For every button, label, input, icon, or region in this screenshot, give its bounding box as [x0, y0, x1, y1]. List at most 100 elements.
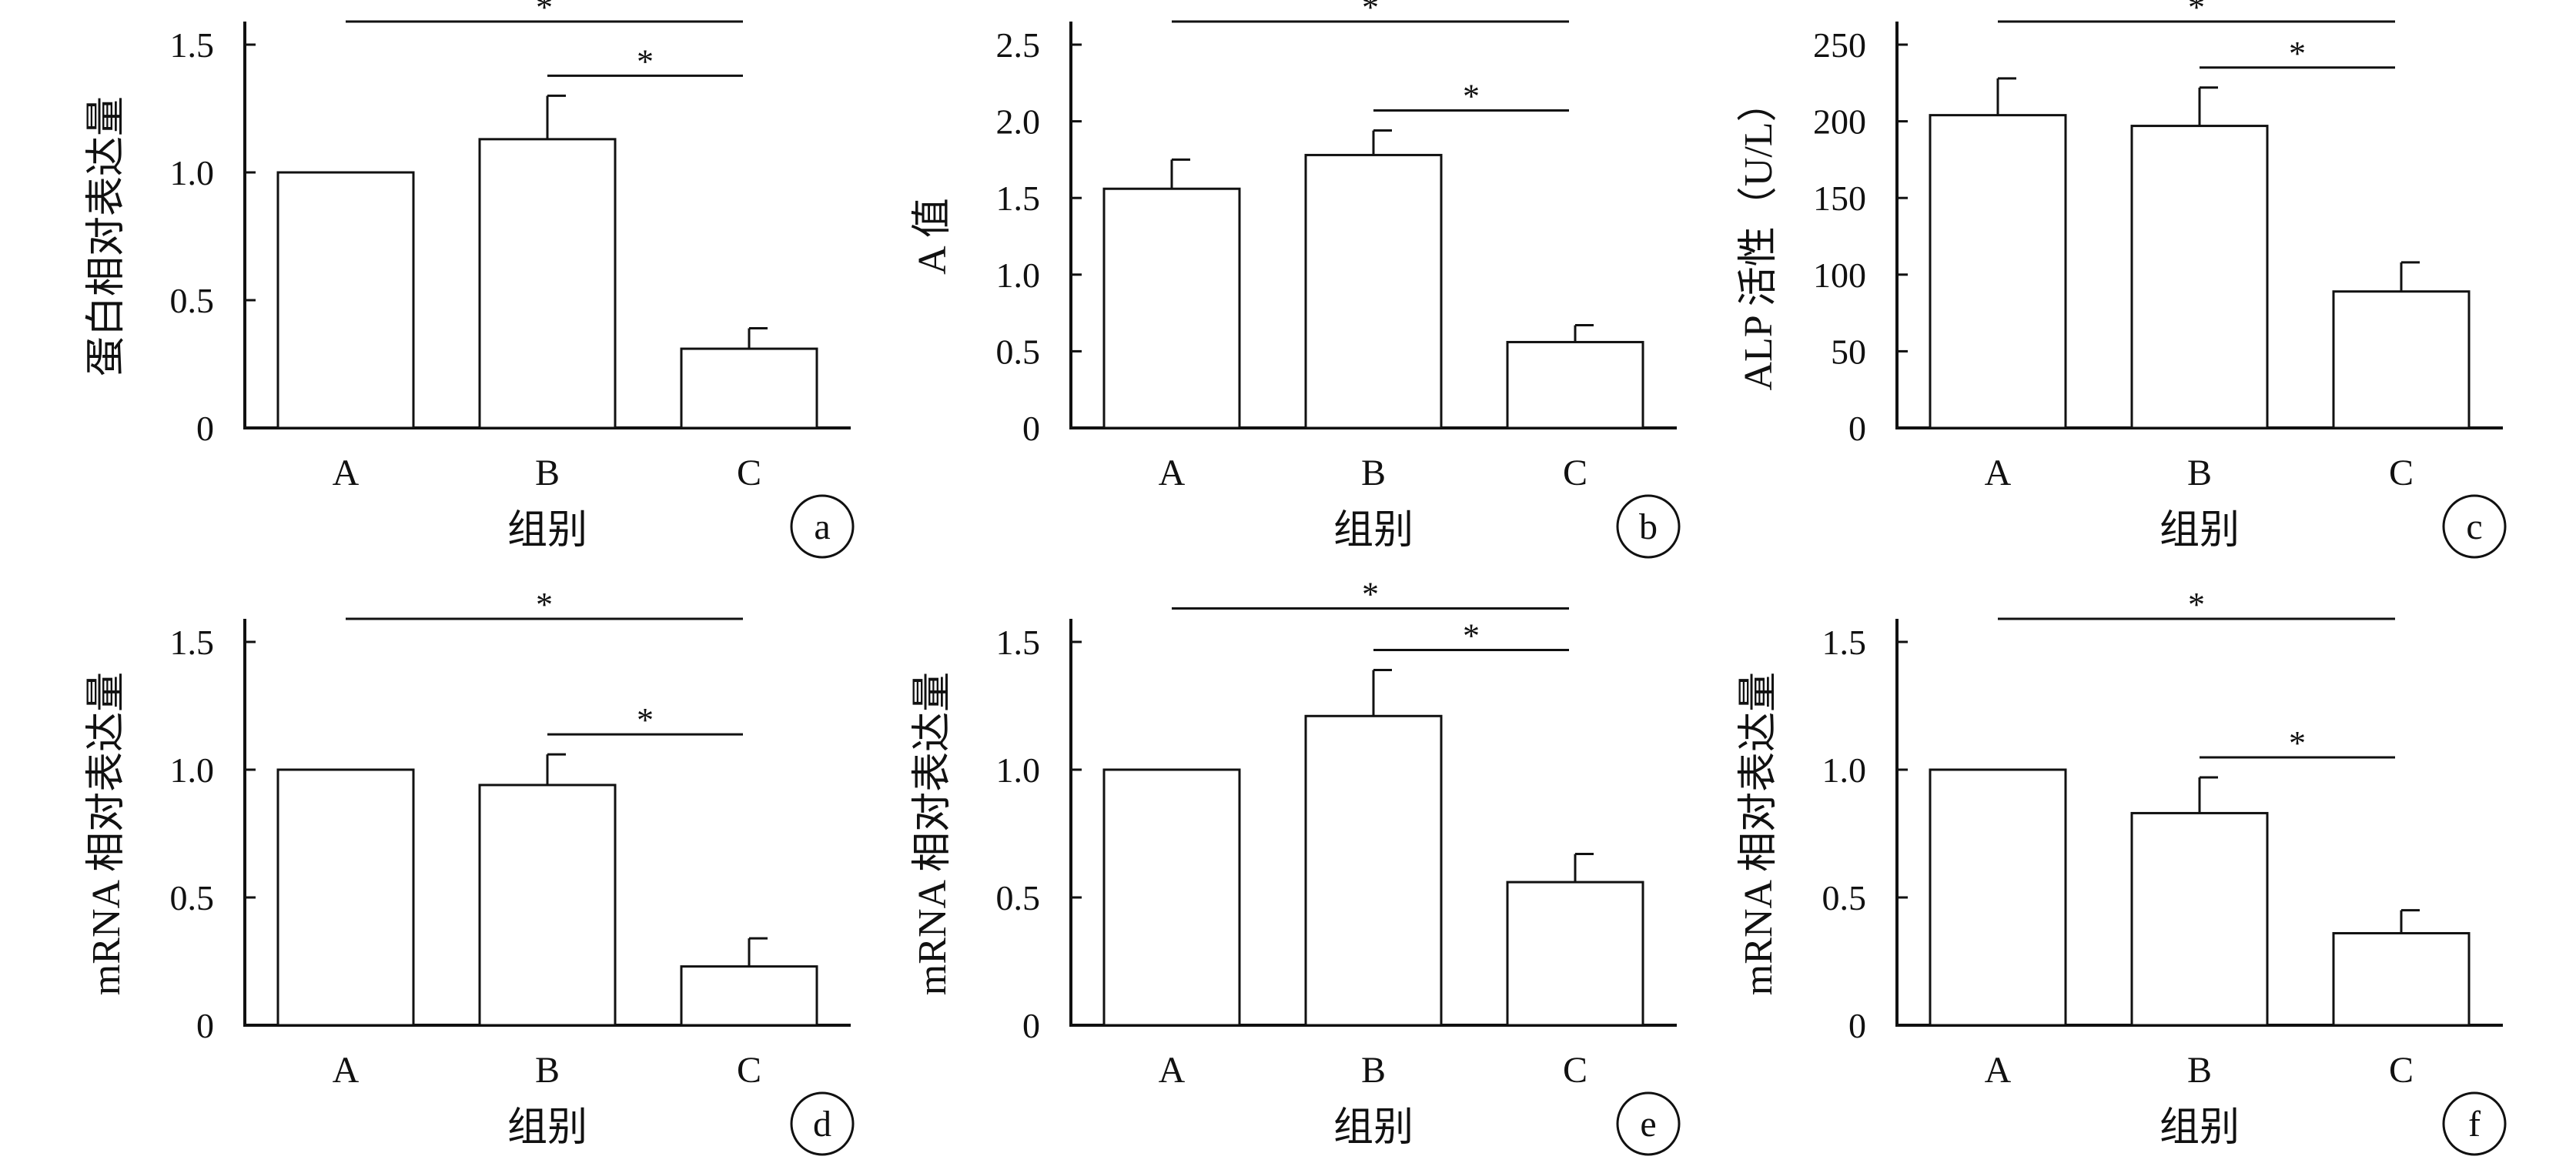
bar-C: [1506, 340, 1644, 429]
y-tick-label: 1.5: [170, 623, 215, 662]
significance-star: *: [1463, 617, 1480, 655]
y-tick-label: 1.0: [996, 256, 1041, 295]
chart-panel-e: 0 0.5 1.0 1.5 A B C * * 组别 mRNA 相对表达量 e: [826, 576, 1681, 1173]
y-tick-label: 0.5: [170, 281, 215, 320]
x-tick-label: B: [2187, 453, 2212, 493]
bar-B: [2130, 811, 2269, 1027]
y-axis-title: A 值: [911, 198, 955, 275]
y-tick-label: 2.0: [996, 102, 1041, 142]
x-tick-label: A: [1159, 453, 1186, 493]
significance-star: *: [2289, 35, 2306, 72]
x-tick-label: C: [737, 1050, 761, 1091]
chart-svg-b: 0 0.5 1.0 1.5 2.0 2.5 A B C * * 组别 A 值 b: [911, 0, 1681, 559]
y-tick-label: 2.5: [996, 25, 1041, 65]
significance-star: *: [2188, 0, 2205, 26]
bar-B: [478, 784, 617, 1027]
bar-A: [276, 171, 415, 429]
y-tick-label: 0: [196, 409, 214, 448]
panel-label: e: [1640, 1104, 1656, 1145]
x-axis-title: 组别: [2159, 1106, 2240, 1150]
y-tick-label: 0: [1848, 409, 1866, 448]
panel-label-circle: [790, 494, 855, 559]
chart-panel-d: 0 0.5 1.0 1.5 A B C * * 组别 mRNA 相对表达量 d: [0, 586, 855, 1173]
chart-svg-c: 0 50 100 150 200 250 A B C * * 组别 ALP 活性（U/L） c: [1737, 0, 2507, 559]
x-axis-title: 组别: [1333, 1106, 1413, 1150]
y-tick-label: 1.5: [1822, 623, 1867, 662]
y-tick-label: 0.5: [1822, 878, 1867, 917]
y-tick-label: 1.0: [170, 750, 215, 790]
y-tick-label: 200: [1813, 102, 1866, 142]
chart-svg-d: 0 0.5 1.0 1.5 A B C * * 组别 mRNA 相对表达量 d: [85, 586, 855, 1156]
x-tick-label: C: [2389, 453, 2414, 493]
y-tick-label: 1.5: [996, 179, 1041, 218]
chart-svg-f: 0 0.5 1.0 1.5 A B C * * 组别 mRNA 相对表达量 f: [1737, 586, 2507, 1156]
panel-label: b: [1639, 506, 1658, 547]
x-tick-label: C: [1563, 453, 1587, 493]
bar-C: [680, 347, 818, 429]
significance-star: *: [637, 42, 654, 80]
panel-label-circle: [2442, 494, 2507, 559]
bar-A: [1102, 187, 1241, 429]
bar-B: [1304, 714, 1443, 1027]
significance-star: *: [2289, 724, 2306, 762]
y-axis-title: mRNA 相对表达量: [85, 672, 129, 995]
panel-label-circle: [1616, 494, 1681, 559]
y-tick-label: 0: [1848, 1006, 1866, 1045]
x-axis-title: 组别: [507, 1106, 587, 1150]
y-tick-label: 1.0: [1822, 750, 1867, 790]
y-axis-title: mRNA 相对表达量: [911, 672, 955, 995]
y-axis-title: mRNA 相对表达量: [1737, 672, 1781, 995]
y-tick-label: 0: [1022, 1006, 1040, 1045]
bar-A: [1929, 114, 2067, 429]
chart-panel-a: 0 0.5 1.0 1.5 A B C * * 组别 蛋白相对表达量 a: [0, 0, 855, 576]
x-axis-title: 组别: [2159, 509, 2240, 553]
bar-A: [276, 768, 415, 1027]
panel-label: a: [814, 506, 830, 547]
y-axis-title: ALP 活性（U/L）: [1737, 82, 1781, 390]
chart-svg-a: 0 0.5 1.0 1.5 A B C * * 组别 蛋白相对表达量 a: [85, 0, 855, 559]
x-tick-label: A: [1985, 1050, 2012, 1091]
bar-C: [2332, 931, 2471, 1027]
y-tick-label: 250: [1813, 25, 1866, 65]
y-tick-label: 150: [1813, 179, 1866, 218]
y-tick-label: 100: [1813, 256, 1866, 295]
y-tick-label: 1.0: [996, 750, 1041, 790]
chart-svg-e: 0 0.5 1.0 1.5 A B C * * 组别 mRNA 相对表达量 e: [911, 576, 1681, 1156]
y-tick-label: 50: [1831, 332, 1866, 371]
bar-B: [478, 138, 617, 429]
x-tick-label: B: [535, 1050, 560, 1091]
bar-A: [1102, 768, 1241, 1027]
x-axis-title: 组别: [1333, 509, 1413, 553]
significance-star: *: [1362, 576, 1379, 613]
y-tick-label: 0.5: [170, 878, 215, 917]
y-tick-label: 1.5: [996, 623, 1041, 662]
y-axis-title: 蛋白相对表达量: [85, 96, 129, 376]
y-tick-label: 0: [1022, 409, 1040, 448]
chart-panel-f: 0 0.5 1.0 1.5 A B C * * 组别 mRNA 相对表达量 f: [1652, 586, 2507, 1173]
bar-A: [1929, 768, 2067, 1027]
chart-panel-c: 0 50 100 150 200 250 A B C * * 组别 ALP 活性（U/L） c: [1652, 0, 2507, 576]
x-tick-label: A: [333, 453, 360, 493]
chart-panel-b: 0 0.5 1.0 1.5 2.0 2.5 A B C * * 组别 A 值 b: [826, 0, 1681, 576]
x-tick-label: C: [2389, 1050, 2414, 1091]
x-axis-title: 组别: [507, 509, 587, 553]
x-tick-label: C: [1563, 1050, 1587, 1091]
x-tick-label: B: [1361, 453, 1386, 493]
x-tick-label: B: [1361, 1050, 1386, 1091]
significance-star: *: [536, 0, 553, 26]
bar-C: [680, 965, 818, 1027]
x-tick-label: A: [1159, 1050, 1186, 1091]
significance-star: *: [637, 701, 654, 739]
bar-C: [1506, 881, 1644, 1027]
x-tick-label: B: [2187, 1050, 2212, 1091]
bar-C: [2332, 290, 2471, 429]
significance-star: *: [1463, 78, 1480, 115]
significance-star: *: [1362, 0, 1379, 26]
panel-label: d: [813, 1104, 831, 1145]
y-tick-label: 1.5: [170, 25, 215, 65]
y-tick-label: 0: [196, 1006, 214, 1045]
bar-B: [2130, 125, 2269, 429]
bar-B: [1304, 153, 1443, 429]
significance-star: *: [536, 586, 553, 623]
